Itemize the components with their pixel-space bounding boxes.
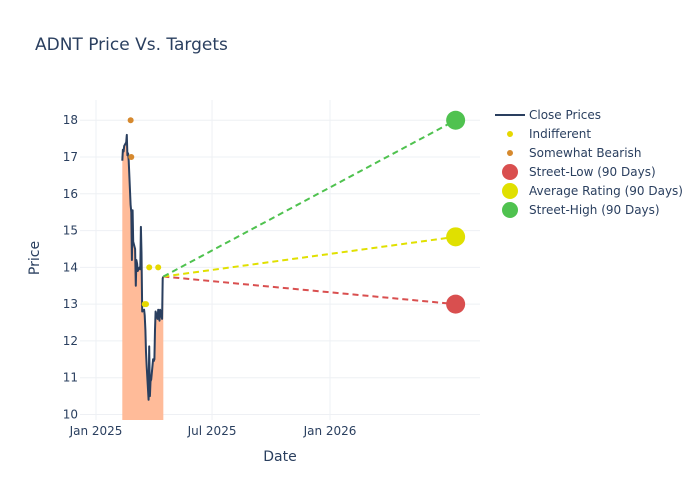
- close-price-line: [121, 133, 165, 401]
- y-tick-label: 13: [63, 297, 78, 311]
- rating-marker: [127, 117, 134, 124]
- legend-label: Somewhat Bearish: [529, 146, 641, 160]
- legend-circle-swatch: [502, 164, 518, 180]
- legend-circle-swatch: [502, 202, 518, 218]
- close-price-area: [122, 134, 164, 420]
- x-tick-label: Jan 2025: [69, 424, 123, 438]
- target-line: [162, 119, 457, 278]
- plot-area: [121, 110, 466, 420]
- y-tick-label: 11: [63, 371, 78, 385]
- legend-item[interactable]: Average Rating (90 Days): [502, 183, 683, 199]
- axes: 10 11 12 13 14 15 16 17 18 Jan 2025 Jul 2025 Jan 20…: [63, 113, 357, 438]
- rating-marker: [128, 154, 135, 161]
- y-tick-label: 17: [63, 150, 78, 164]
- target-marker: [446, 110, 466, 130]
- y-tick-label: 14: [63, 260, 78, 274]
- legend-circle-swatch: [502, 183, 518, 199]
- rating-marker: [143, 301, 150, 308]
- legend-label: Close Prices: [529, 108, 601, 122]
- legend-item[interactable]: Close Prices: [495, 108, 601, 122]
- legend-label: Street-High (90 Days): [529, 203, 660, 217]
- y-tick-label: 16: [63, 187, 78, 201]
- y-tick-label: 10: [63, 407, 78, 421]
- legend-label: Indifferent: [529, 127, 591, 141]
- y-tick-label: 18: [63, 113, 78, 127]
- chart-title: ADNT Price Vs. Targets: [35, 35, 228, 55]
- x-tick-label: Jan 2026: [303, 424, 357, 438]
- target-line: [163, 275, 456, 306]
- x-axis-title: Date: [263, 449, 296, 465]
- legend-item[interactable]: Street-High (90 Days): [502, 202, 660, 218]
- legend-label: Street-Low (90 Days): [529, 165, 656, 179]
- target-marker: [446, 294, 466, 314]
- rating-marker: [146, 264, 153, 271]
- legend-item[interactable]: Street-Low (90 Days): [502, 164, 656, 180]
- legend-dot-swatch: [507, 150, 513, 156]
- y-tick-label: 15: [63, 224, 78, 238]
- legend-item[interactable]: Somewhat Bearish: [507, 146, 641, 160]
- target-line: [163, 235, 456, 278]
- y-axis-title: Price: [27, 241, 43, 275]
- rating-marker: [155, 264, 162, 271]
- legend-dot-swatch: [507, 131, 513, 137]
- x-tick-label: Jul 2025: [187, 424, 237, 438]
- legend-label: Average Rating (90 Days): [529, 184, 683, 198]
- legend[interactable]: Close Prices Indifferent Somewhat Bearish S…: [495, 108, 683, 218]
- y-tick-label: 12: [63, 334, 78, 348]
- target-marker: [446, 227, 466, 247]
- legend-item[interactable]: Indifferent: [507, 127, 591, 141]
